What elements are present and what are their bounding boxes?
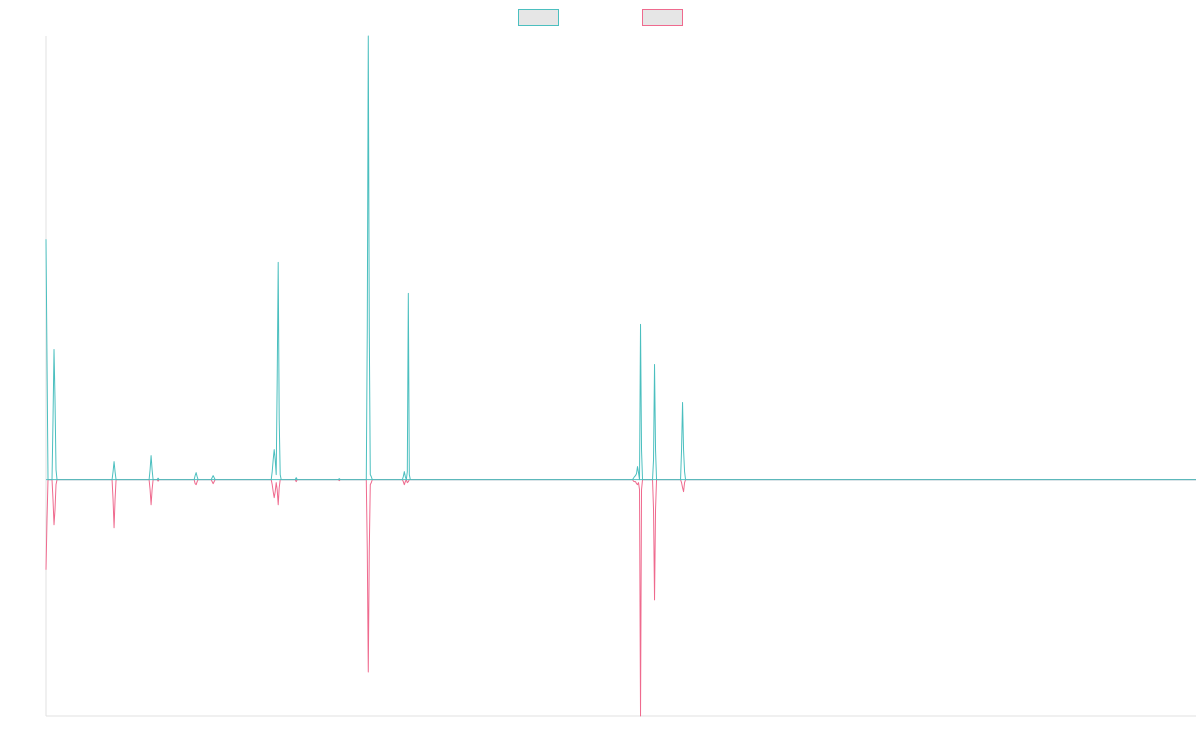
legend	[518, 9, 683, 26]
series-line-2	[45, 479, 1196, 717]
axes	[45, 36, 1196, 717]
legend-swatch-2	[642, 9, 683, 26]
series-line-1	[45, 35, 1196, 481]
legend-swatch-1	[518, 9, 559, 26]
plot-area	[45, 35, 1196, 717]
